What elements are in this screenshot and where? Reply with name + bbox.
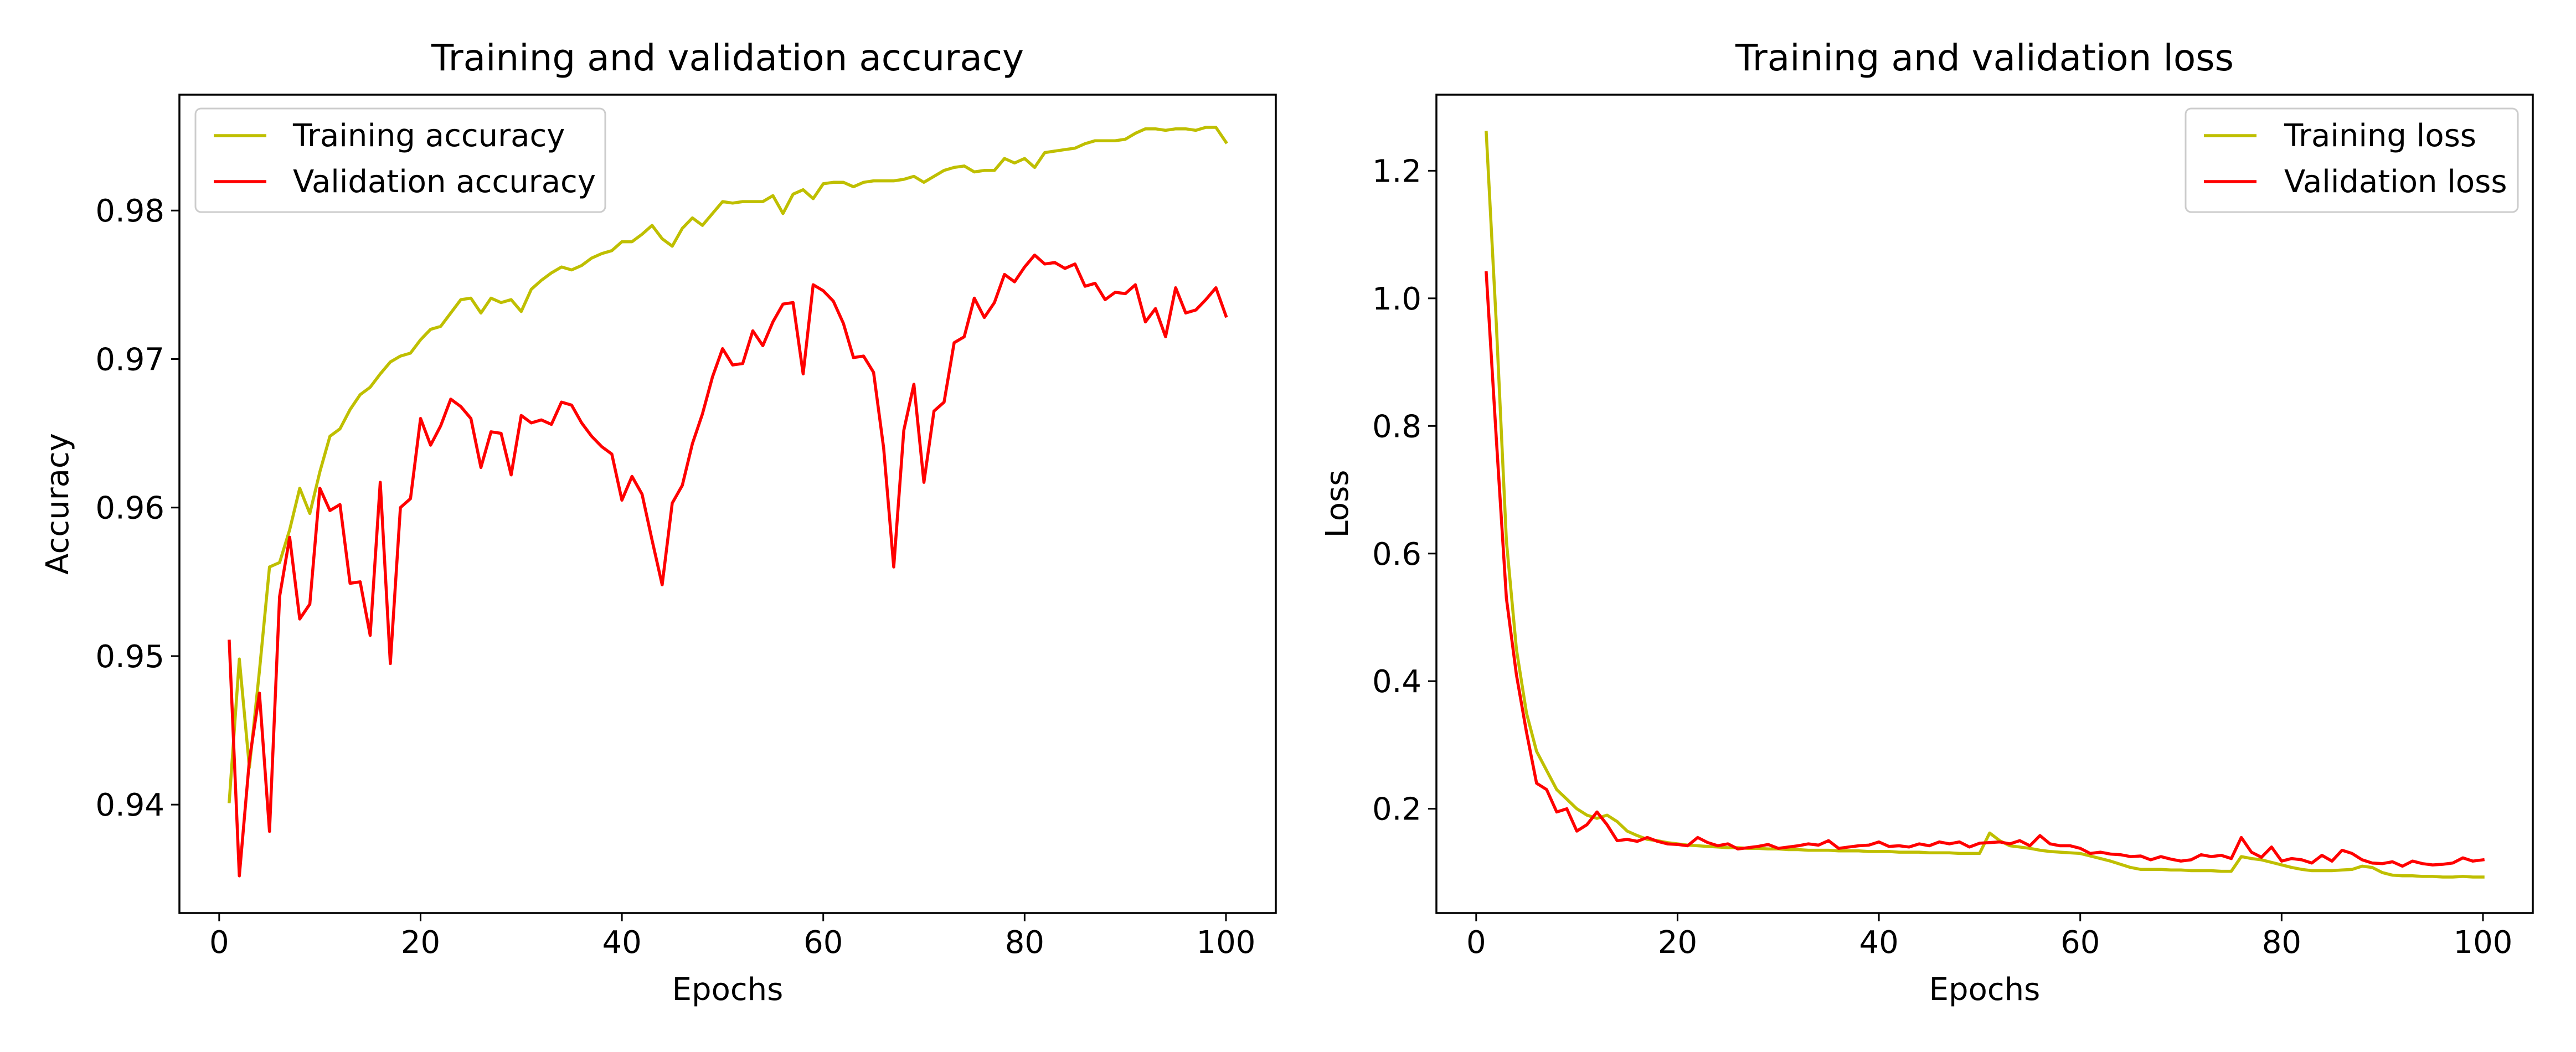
- accuracy-x-tick-label: 80: [1005, 925, 1044, 961]
- loss-legend-validation-label: Validation loss: [2284, 164, 2507, 200]
- accuracy-y-tick-label: 0.94: [95, 787, 164, 823]
- accuracy-chart-panel: 0 20 40 60 80 100 0.94 0.95 0.96 0.97 0.98 Trainin…: [40, 37, 1277, 1008]
- loss-y-tick-label: 0.6: [1372, 537, 1421, 573]
- loss-x-tick-label: 100: [2454, 925, 2513, 961]
- accuracy-x-tick-label: 20: [401, 925, 440, 961]
- loss-chart-panel: 0 20 40 60 80 100 0.2 0.4 0.6 0.8 1.0 1.2 Training …: [1320, 37, 2534, 1008]
- accuracy-x-tick-label: 0: [209, 925, 229, 961]
- loss-legend-box: [2185, 107, 2519, 213]
- loss-legend-training-label: Training loss: [2284, 118, 2476, 154]
- loss-y-tick-label: 1.0: [1372, 281, 1421, 317]
- loss-plot-frame: [1435, 94, 2534, 914]
- loss-y-tick-label: 0.2: [1372, 792, 1421, 828]
- accuracy-legend-box: [194, 107, 606, 213]
- loss-y-axis-label: Loss: [1320, 470, 1356, 538]
- loss-x-tick-label: 60: [2060, 925, 2100, 961]
- loss-legend: Training loss Validation loss: [2185, 107, 2519, 213]
- loss-x-axis-label: Epochs: [1929, 972, 2041, 1008]
- accuracy-legend: Training accuracy Validation accuracy: [194, 107, 606, 213]
- loss-y-tick-label: 0.8: [1372, 409, 1421, 445]
- accuracy-x-tick-label: 100: [1197, 925, 1256, 961]
- loss-x-tick-label: 40: [1859, 925, 1898, 961]
- accuracy-x-axis-label: Epochs: [672, 972, 784, 1008]
- accuracy-y-tick-label: 0.97: [95, 342, 164, 378]
- accuracy-y-tick-label: 0.96: [95, 491, 164, 527]
- loss-x-tick-label: 0: [1466, 925, 1486, 961]
- accuracy-x-tick-label: 60: [803, 925, 843, 961]
- accuracy-chart-title: Training and validation accuracy: [431, 37, 1024, 79]
- accuracy-series-training-accuracy: [228, 126, 1228, 803]
- accuracy-y-axis-label: Accuracy: [40, 433, 76, 575]
- loss-y-tick-label: 1.2: [1372, 153, 1421, 189]
- accuracy-plot-frame: [178, 94, 1277, 914]
- accuracy-legend-validation-label: Validation accuracy: [293, 164, 596, 200]
- loss-x-tick-label: 80: [2262, 925, 2301, 961]
- accuracy-y-tick-label: 0.98: [95, 193, 164, 229]
- accuracy-x-tick-label: 40: [602, 925, 641, 961]
- accuracy-series-validation-accuracy: [228, 253, 1228, 878]
- loss-series-validation-loss: [1485, 271, 2485, 868]
- accuracy-legend-training-label: Training accuracy: [292, 118, 565, 154]
- accuracy-y-tick-label: 0.95: [95, 639, 164, 675]
- loss-chart-title: Training and validation loss: [1735, 37, 2234, 79]
- loss-x-tick-label: 20: [1658, 925, 1697, 961]
- loss-y-tick-label: 0.4: [1372, 664, 1421, 700]
